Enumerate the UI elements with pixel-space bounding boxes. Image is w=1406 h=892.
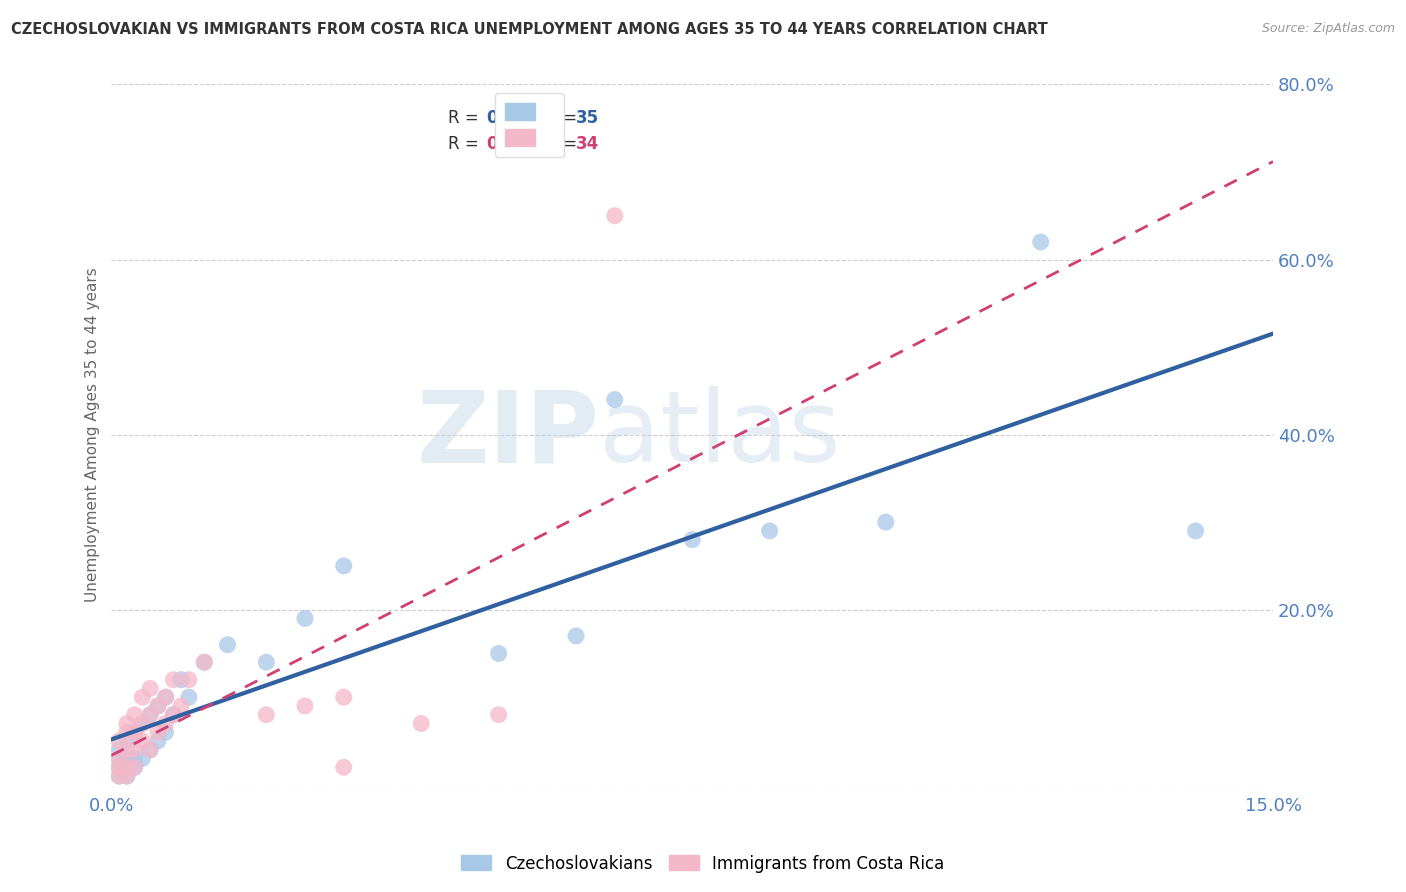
Point	[124, 751, 146, 765]
Point	[124, 743, 146, 757]
Point	[162, 707, 184, 722]
Point	[108, 751, 131, 765]
Point	[170, 673, 193, 687]
Text: 0.565: 0.565	[486, 109, 538, 127]
Text: Source: ZipAtlas.com: Source: ZipAtlas.com	[1261, 22, 1395, 36]
Point	[155, 716, 177, 731]
Point	[758, 524, 780, 538]
Point	[155, 690, 177, 705]
Point	[139, 743, 162, 757]
Point	[155, 725, 177, 739]
Point	[108, 760, 131, 774]
Point	[108, 751, 131, 765]
Point	[115, 725, 138, 739]
Point	[124, 725, 146, 739]
Point	[162, 707, 184, 722]
Point	[603, 392, 626, 407]
Point	[108, 760, 131, 774]
Text: N =: N =	[536, 135, 582, 153]
Point	[155, 690, 177, 705]
Text: 34: 34	[576, 135, 599, 153]
Point	[294, 698, 316, 713]
Point	[332, 760, 354, 774]
Point	[488, 707, 510, 722]
Text: N =: N =	[536, 109, 582, 127]
Point	[131, 734, 153, 748]
Point	[177, 690, 200, 705]
Text: R =: R =	[449, 109, 484, 127]
Point	[193, 655, 215, 669]
Point	[254, 707, 277, 722]
Text: atlas: atlas	[599, 386, 841, 483]
Point	[131, 690, 153, 705]
Point	[146, 734, 169, 748]
Point	[115, 769, 138, 783]
Point	[139, 743, 162, 757]
Point	[411, 716, 433, 731]
Point	[124, 760, 146, 774]
Point	[124, 707, 146, 722]
Point	[217, 638, 239, 652]
Point	[115, 760, 138, 774]
Point	[565, 629, 588, 643]
Point	[139, 707, 162, 722]
Legend:  ,  : ,	[495, 93, 564, 158]
Point	[146, 698, 169, 713]
Point	[131, 716, 153, 731]
Text: R =: R =	[449, 135, 484, 153]
Point	[139, 681, 162, 696]
Point	[162, 673, 184, 687]
Point	[108, 743, 131, 757]
Point	[177, 673, 200, 687]
Legend: Czechoslovakians, Immigrants from Costa Rica: Czechoslovakians, Immigrants from Costa …	[454, 848, 952, 880]
Point	[170, 698, 193, 713]
Point	[108, 734, 131, 748]
Text: 35: 35	[576, 109, 599, 127]
Point	[332, 690, 354, 705]
Point	[875, 515, 897, 529]
Y-axis label: Unemployment Among Ages 35 to 44 years: Unemployment Among Ages 35 to 44 years	[86, 268, 100, 602]
Point	[1029, 235, 1052, 249]
Point	[1184, 524, 1206, 538]
Point	[146, 698, 169, 713]
Point	[294, 611, 316, 625]
Point	[115, 751, 138, 765]
Point	[108, 769, 131, 783]
Point	[124, 760, 146, 774]
Point	[488, 647, 510, 661]
Point	[124, 725, 146, 739]
Point	[115, 769, 138, 783]
Point	[131, 751, 153, 765]
Text: CZECHOSLOVAKIAN VS IMMIGRANTS FROM COSTA RICA UNEMPLOYMENT AMONG AGES 35 TO 44 Y: CZECHOSLOVAKIAN VS IMMIGRANTS FROM COSTA…	[11, 22, 1047, 37]
Point	[254, 655, 277, 669]
Point	[603, 209, 626, 223]
Point	[115, 734, 138, 748]
Point	[115, 760, 138, 774]
Point	[108, 769, 131, 783]
Point	[193, 655, 215, 669]
Point	[332, 558, 354, 573]
Point	[681, 533, 703, 547]
Text: 0.316: 0.316	[486, 135, 538, 153]
Point	[139, 707, 162, 722]
Text: ZIP: ZIP	[416, 386, 599, 483]
Point	[146, 725, 169, 739]
Point	[131, 716, 153, 731]
Point	[115, 716, 138, 731]
Point	[115, 743, 138, 757]
